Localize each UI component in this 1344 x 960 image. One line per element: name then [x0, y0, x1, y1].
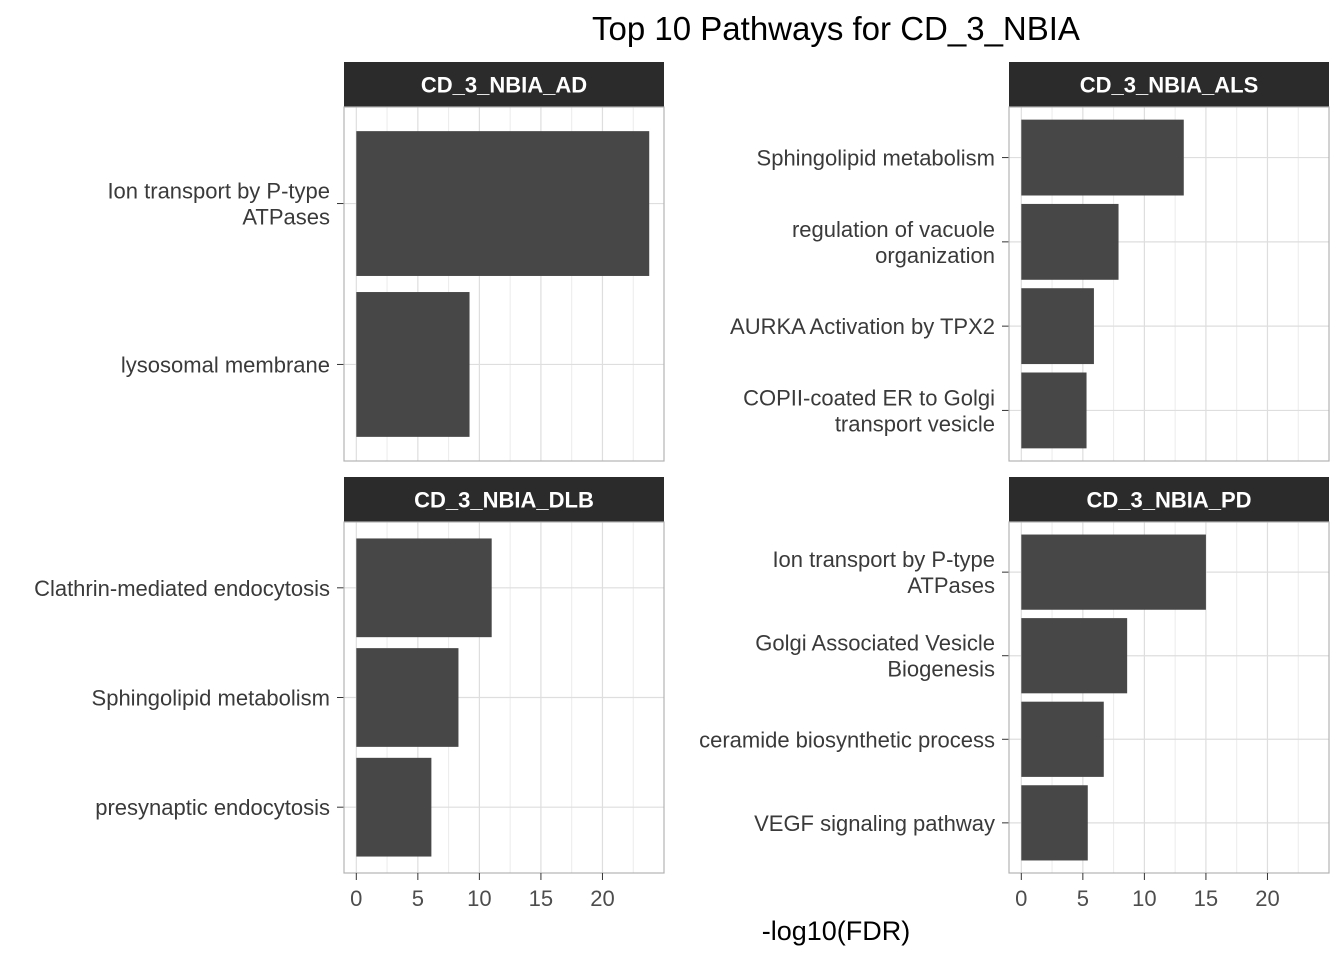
category-label: Golgi Associated Vesicle Biogenesis: [755, 631, 995, 682]
panel-strip-label: CD_3_NBIA_DLB: [414, 488, 594, 513]
category-label: Sphingolipid metabolism: [757, 146, 995, 171]
bar: [1021, 534, 1206, 610]
bar: [356, 131, 650, 276]
category-label: regulation of vacuole organization: [792, 217, 995, 268]
category-label: Sphingolipid metabolism: [92, 686, 330, 711]
panel-strip: [1009, 477, 1329, 522]
panel-strip-label: CD_3_NBIA_ALS: [1080, 73, 1259, 98]
x-tick-label: 0: [350, 886, 362, 911]
panel-strip: [344, 477, 664, 522]
x-tick-label: 15: [529, 886, 553, 911]
category-label: Ion transport by P-type ATPases: [107, 179, 330, 230]
chart-title: Top 10 Pathways for CD_3_NBIA: [592, 10, 1080, 47]
category-label: VEGF signaling pathway: [754, 811, 995, 836]
panel-strip: [344, 62, 664, 107]
panel-border: [343, 106, 665, 462]
panel-strip-label: CD_3_NBIA_PD: [1086, 488, 1251, 513]
panel-strip: [1009, 62, 1329, 107]
x-tick-label: 20: [1255, 886, 1279, 911]
x-tick-label: 20: [590, 886, 614, 911]
panels: CD_3_NBIA_AD Ion transport by P-type ATPas…: [34, 62, 1330, 911]
category-label: presynaptic endocytosis: [95, 795, 330, 820]
category-label: COPII-coated ER to Golgi transport vesicl…: [743, 385, 995, 436]
panel-1: CD_3_NBIA_ALS Sphingolipid metabolism regu…: [730, 62, 1330, 462]
bar: [356, 648, 459, 747]
category-label: Ion transport by P-type ATPases: [772, 547, 995, 598]
category-label: lysosomal membrane: [121, 352, 330, 377]
bar: [356, 538, 492, 638]
category-label: Clathrin-mediated endocytosis: [34, 576, 330, 601]
panel-border: [343, 521, 665, 874]
panel-border: [1008, 106, 1330, 462]
x-tick-label: 10: [1132, 886, 1156, 911]
category-label: ceramide biosynthetic process: [699, 727, 995, 752]
panel-3: CD_3_NBIA_PD Ion transport by P-type ATPas…: [699, 477, 1330, 911]
bar: [1021, 203, 1119, 280]
category-label: AURKA Activation by TPX2: [730, 314, 995, 339]
x-tick-label: 0: [1015, 886, 1027, 911]
bar: [1021, 119, 1184, 196]
bar: [1021, 618, 1128, 694]
bar: [1021, 372, 1087, 449]
x-tick-label: 15: [1194, 886, 1218, 911]
bar: [1021, 785, 1088, 861]
panel-0: CD_3_NBIA_AD Ion transport by P-type ATPas…: [107, 62, 665, 462]
bar: [356, 292, 470, 437]
bar: [356, 757, 432, 857]
panel-2: CD_3_NBIA_DLB Clathrin-mediated endocytos…: [34, 477, 665, 911]
x-tick-label: 5: [412, 886, 424, 911]
bar: [1021, 701, 1104, 777]
x-axis-label: -log10(FDR): [762, 916, 911, 946]
panel-strip-label: CD_3_NBIA_AD: [421, 73, 587, 98]
x-tick-label: 10: [467, 886, 491, 911]
x-tick-label: 5: [1077, 886, 1089, 911]
panel-border: [1008, 521, 1330, 874]
bar: [1021, 288, 1094, 365]
